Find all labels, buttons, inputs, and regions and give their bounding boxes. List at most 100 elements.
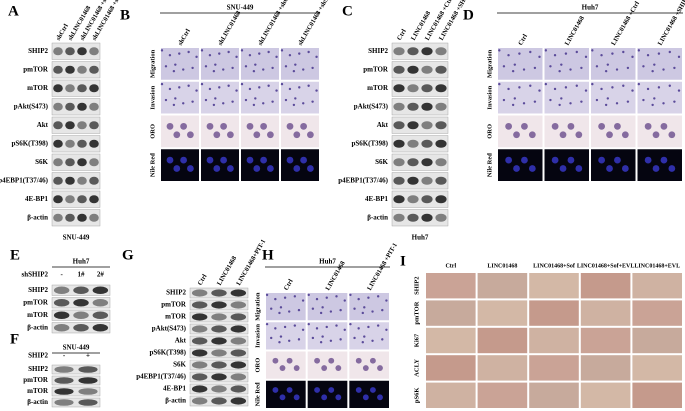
row-label: Ki67 <box>413 333 420 347</box>
blot-band <box>53 286 70 294</box>
row-label: Nile Red <box>254 382 261 406</box>
panel-label: I <box>400 253 406 269</box>
cell <box>584 55 588 59</box>
cell <box>357 297 360 301</box>
cell <box>559 165 567 172</box>
cell <box>204 65 208 68</box>
micrograph <box>349 380 389 408</box>
cell <box>522 68 526 71</box>
micrograph <box>632 355 682 381</box>
blot-strip <box>391 190 449 208</box>
row-label: Migration <box>254 292 261 321</box>
cell <box>559 131 567 139</box>
cell <box>551 156 559 164</box>
cell <box>668 131 676 139</box>
row-label: pmTOR <box>161 301 187 309</box>
panel: I Ctrl LINC01468 LINC01468+Sof LINC01468+Sof… <box>400 253 682 408</box>
row-label: pmTOR <box>23 376 49 384</box>
cell <box>343 299 346 302</box>
row-label: Akt <box>37 121 49 129</box>
cell <box>307 50 310 54</box>
cell <box>182 68 185 71</box>
blot-strip <box>51 190 101 208</box>
cell <box>227 50 230 54</box>
cell <box>180 122 187 130</box>
cell <box>604 103 608 107</box>
cell <box>385 299 388 302</box>
micrograph <box>637 115 682 148</box>
cell <box>293 394 300 401</box>
cell <box>653 97 656 100</box>
blot-band <box>65 139 75 148</box>
cell <box>297 338 301 341</box>
cell <box>653 63 656 66</box>
cell <box>288 87 292 91</box>
blot-strip <box>51 209 101 227</box>
blot-band <box>191 313 208 321</box>
blot-strip <box>51 42 101 60</box>
blot-band <box>89 139 99 148</box>
cell <box>328 357 335 364</box>
blot-band <box>77 195 87 204</box>
blot-band <box>89 102 99 111</box>
cell <box>288 54 292 57</box>
cell <box>262 102 265 105</box>
blot-band <box>421 47 433 56</box>
cell <box>206 156 214 164</box>
cell <box>646 87 650 91</box>
cell <box>187 165 194 172</box>
blot-band <box>421 176 433 185</box>
micrograph <box>477 355 528 381</box>
cell <box>260 122 267 130</box>
blot-band <box>211 361 227 369</box>
micrograph <box>241 115 279 148</box>
cell <box>662 68 665 71</box>
cell <box>227 165 234 172</box>
cell <box>253 131 261 139</box>
cell <box>187 50 190 54</box>
cell <box>660 156 668 164</box>
micrograph <box>426 355 476 381</box>
cell <box>307 293 310 297</box>
blot-band <box>53 324 70 332</box>
blot-band <box>435 139 447 148</box>
blot-strip <box>51 79 101 97</box>
cell <box>278 340 281 344</box>
cell <box>240 49 244 52</box>
panel-footer: Huh7 <box>412 234 429 242</box>
cell <box>173 131 181 139</box>
cell <box>283 296 287 299</box>
cell <box>600 87 603 91</box>
blot-band <box>393 195 405 204</box>
cell <box>614 156 621 164</box>
condition-name: SHIP2 <box>28 352 48 360</box>
row-label: β-actin <box>367 213 388 221</box>
row-label: β-actin <box>165 397 186 405</box>
column-label: shLINC01468 <box>217 9 243 47</box>
cell <box>315 297 319 301</box>
row-label: mTOR <box>27 387 49 395</box>
cell <box>300 122 307 130</box>
cell <box>513 97 517 100</box>
blot-band <box>191 301 208 309</box>
cell <box>498 82 501 86</box>
micrograph <box>266 351 306 379</box>
cell <box>652 131 660 139</box>
blot-strip <box>391 209 449 227</box>
row-label: S6K <box>173 361 186 369</box>
cell <box>335 394 342 401</box>
cell <box>528 131 536 139</box>
blot-band <box>54 388 74 395</box>
cell <box>274 327 277 330</box>
row-label: 4E-BP1 <box>163 385 186 393</box>
cell <box>200 49 204 52</box>
cell <box>646 54 650 57</box>
blot-band <box>92 324 109 332</box>
cell <box>321 335 324 338</box>
micrograph <box>477 327 528 354</box>
cell <box>265 322 269 326</box>
row-label: mTOR <box>27 311 49 319</box>
blot-band <box>407 102 419 111</box>
